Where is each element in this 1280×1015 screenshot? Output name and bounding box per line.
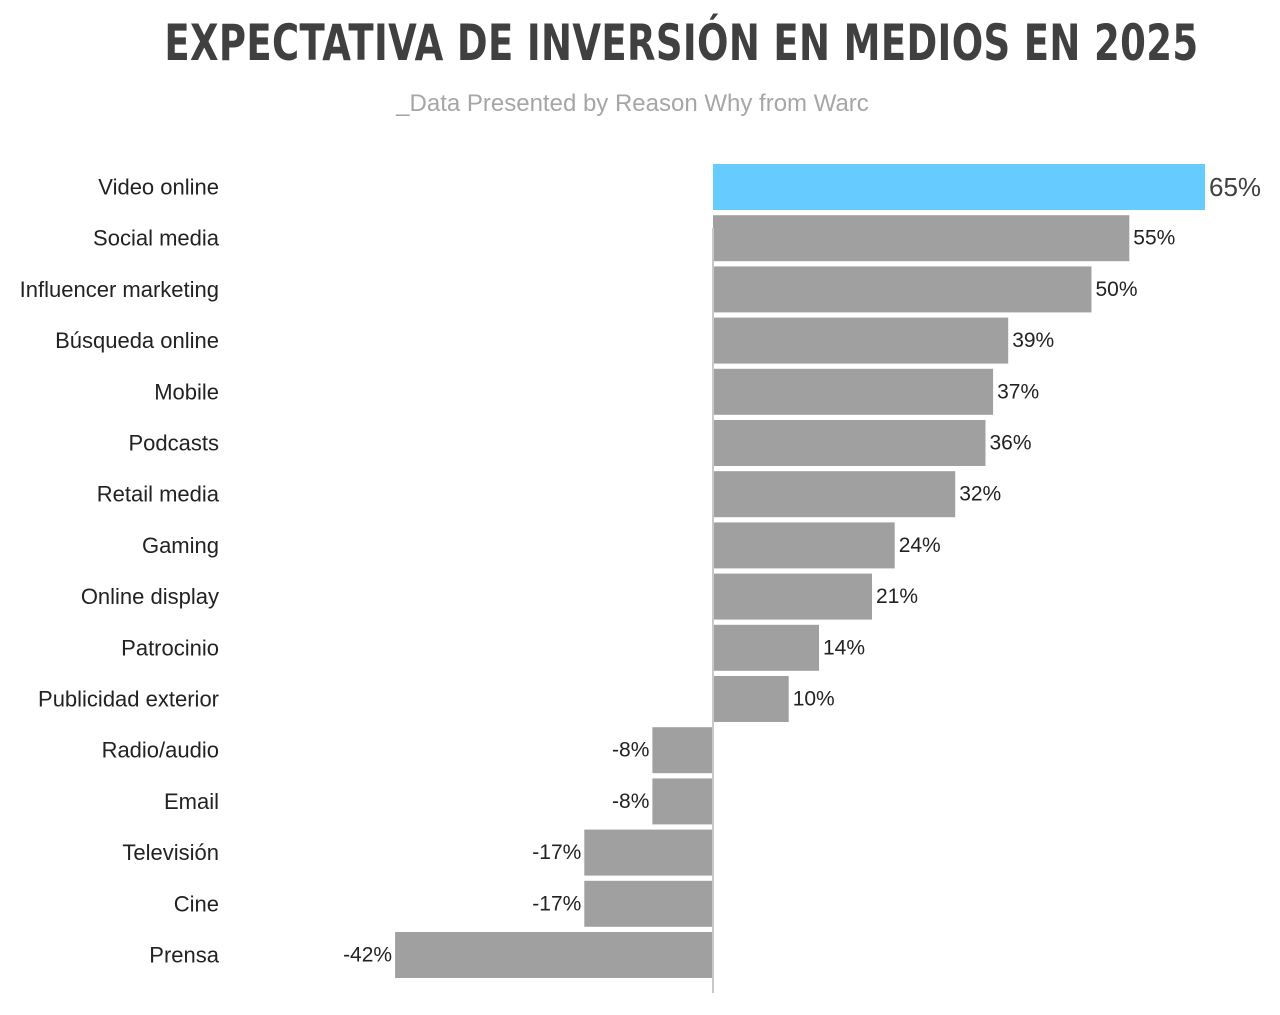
category-labels-group: Video online Social media Influencer marke… bbox=[20, 175, 220, 968]
category-label-publicidad-exterior: Publicidad exterior bbox=[38, 687, 219, 712]
value-labels-group: 65% 55% 50% 39% 37% 36% 32% 24% 21% 14% 10% -8% -8% -… bbox=[343, 172, 1261, 967]
value-label-prensa: -42% bbox=[343, 944, 392, 967]
value-label-publicidad-exterior: 10% bbox=[793, 688, 835, 711]
value-label-busqueda-online: 39% bbox=[1012, 329, 1054, 352]
category-label-retail-media: Retail media bbox=[97, 482, 220, 507]
category-label-busqueda-online: Búsqueda online bbox=[55, 328, 219, 353]
bar-mobile bbox=[713, 368, 994, 415]
value-label-television: -17% bbox=[532, 841, 581, 864]
value-label-podcasts: 36% bbox=[990, 432, 1032, 455]
value-label-gaming: 24% bbox=[899, 534, 941, 557]
chart-title: EXPECTATIVA DE INVERSIÓN EN MEDIOS EN 20… bbox=[164, 14, 1199, 72]
value-label-influencer-marketing: 50% bbox=[1096, 278, 1138, 301]
value-label-radio-audio: -8% bbox=[612, 739, 649, 762]
chart-subtitle: _Data Presented by Reason Why from Warc bbox=[396, 90, 869, 117]
bar-prensa bbox=[395, 932, 713, 978]
category-label-radio-audio: Radio/audio bbox=[102, 738, 219, 763]
bar-cine bbox=[584, 880, 713, 927]
bar-patrocinio bbox=[713, 624, 819, 671]
value-label-patrocinio: 14% bbox=[823, 636, 865, 659]
category-label-video-online: Video online bbox=[98, 175, 219, 200]
category-label-influencer-marketing: Influencer marketing bbox=[20, 277, 219, 302]
bar-radio-audio bbox=[652, 727, 713, 774]
value-label-video-online: 65% bbox=[1209, 172, 1261, 202]
category-label-online-display: Online display bbox=[81, 584, 219, 609]
bar-gaming bbox=[713, 522, 895, 569]
category-label-social-media: Social media bbox=[93, 226, 220, 251]
category-label-email: Email bbox=[164, 789, 219, 814]
bar-podcasts bbox=[713, 420, 986, 466]
value-label-social-media: 55% bbox=[1133, 227, 1175, 250]
category-label-gaming: Gaming bbox=[142, 533, 219, 558]
bar-busqueda-online bbox=[713, 317, 1009, 364]
value-label-retail-media: 32% bbox=[959, 483, 1001, 506]
bar-television bbox=[584, 829, 713, 876]
value-label-online-display: 21% bbox=[876, 585, 918, 608]
category-label-patrocinio: Patrocinio bbox=[121, 635, 219, 660]
category-label-prensa: Prensa bbox=[149, 943, 219, 968]
bar-retail-media bbox=[713, 471, 956, 518]
bar-publicidad-exterior bbox=[713, 676, 789, 722]
bar-social-media bbox=[713, 215, 1130, 262]
category-label-cine: Cine bbox=[174, 891, 219, 916]
category-label-podcasts: Podcasts bbox=[129, 431, 220, 456]
category-label-mobile: Mobile bbox=[154, 379, 219, 404]
value-label-mobile: 37% bbox=[997, 380, 1039, 403]
bar-online-display bbox=[713, 573, 872, 620]
value-label-email: -8% bbox=[612, 790, 649, 813]
bar-video-online bbox=[713, 164, 1205, 210]
bar-influencer-marketing bbox=[713, 266, 1092, 313]
value-label-cine: -17% bbox=[532, 892, 581, 915]
bar-email bbox=[652, 778, 713, 825]
category-label-television: Televisión bbox=[122, 840, 219, 865]
bars-group bbox=[395, 164, 1205, 978]
